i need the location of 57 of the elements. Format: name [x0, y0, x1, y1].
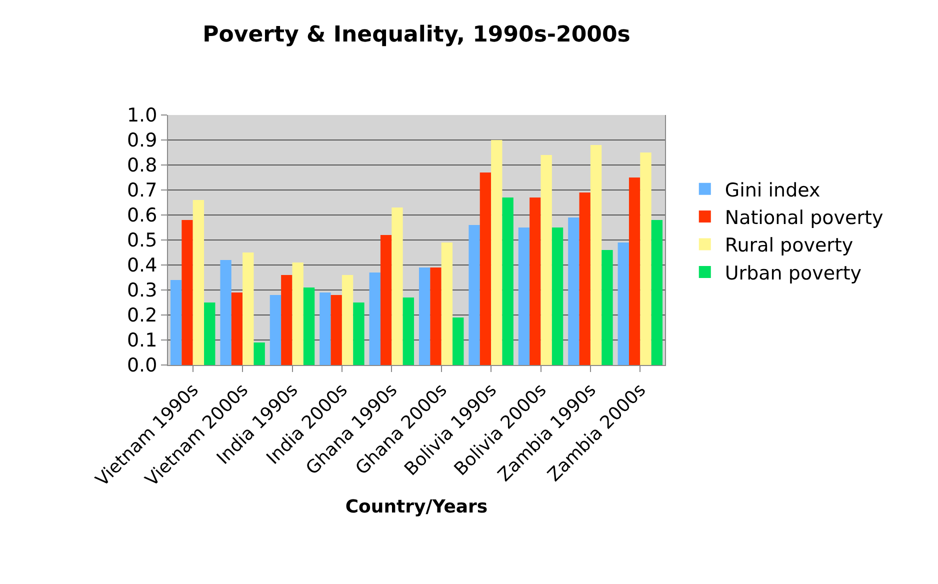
- bar: [502, 198, 514, 365]
- bar: [303, 288, 315, 365]
- legend-label: Urban poverty: [724, 262, 862, 284]
- legend-label: National poverty: [724, 206, 884, 229]
- bar: [441, 242, 453, 365]
- chart-title: Poverty & Inequality, 1990s-2000s: [202, 22, 630, 48]
- y-tick-label: 0.9: [126, 130, 158, 152]
- bar: [380, 235, 392, 365]
- bar: [518, 228, 530, 365]
- bar: [640, 152, 652, 365]
- y-tick-label: 1.0: [126, 104, 158, 127]
- bar: [292, 262, 304, 365]
- y-tick-label: 0.4: [126, 254, 158, 277]
- bar: [468, 225, 480, 365]
- bar: [342, 275, 354, 365]
- y-tick-label: 0.6: [126, 204, 158, 227]
- bar: [628, 178, 640, 365]
- bar: [540, 155, 552, 365]
- bar: [430, 268, 442, 365]
- y-tick-label: 0.0: [126, 354, 158, 377]
- bar: [602, 250, 613, 365]
- x-axis-title: Country/Years: [345, 496, 488, 518]
- bar: [231, 292, 243, 365]
- bar: [182, 220, 193, 365]
- bar: [491, 140, 502, 365]
- bar: [590, 145, 602, 365]
- bar: [220, 260, 232, 365]
- bar: [192, 200, 204, 365]
- bar: [418, 268, 430, 365]
- bar: [353, 302, 364, 365]
- bar: [568, 218, 580, 365]
- bar: [204, 302, 216, 365]
- bar: [651, 220, 663, 365]
- bar: [270, 295, 282, 365]
- y-tick-label: 0.1: [126, 330, 158, 352]
- bar: [552, 228, 564, 365]
- bar: [618, 242, 629, 365]
- bar: [402, 298, 414, 365]
- bar: [369, 272, 380, 365]
- bar: [254, 342, 265, 365]
- bar: [392, 208, 403, 365]
- bar: [242, 252, 254, 365]
- bar: [452, 318, 464, 365]
- y-tick-label: 0.3: [126, 280, 158, 302]
- legend-label: Rural poverty: [724, 234, 854, 257]
- y-tick-label: 0.7: [126, 180, 158, 202]
- bar: [579, 192, 590, 365]
- bar: [530, 198, 541, 365]
- y-tick-label: 0.2: [126, 304, 158, 327]
- y-tick-label: 0.5: [126, 230, 158, 252]
- bar: [281, 275, 292, 365]
- bar: [480, 172, 492, 365]
- bar: [330, 295, 342, 365]
- bar: [170, 280, 182, 365]
- legend-label: Gini index: [724, 179, 820, 202]
- bar: [320, 292, 331, 365]
- y-tick-label: 0.8: [126, 154, 158, 177]
